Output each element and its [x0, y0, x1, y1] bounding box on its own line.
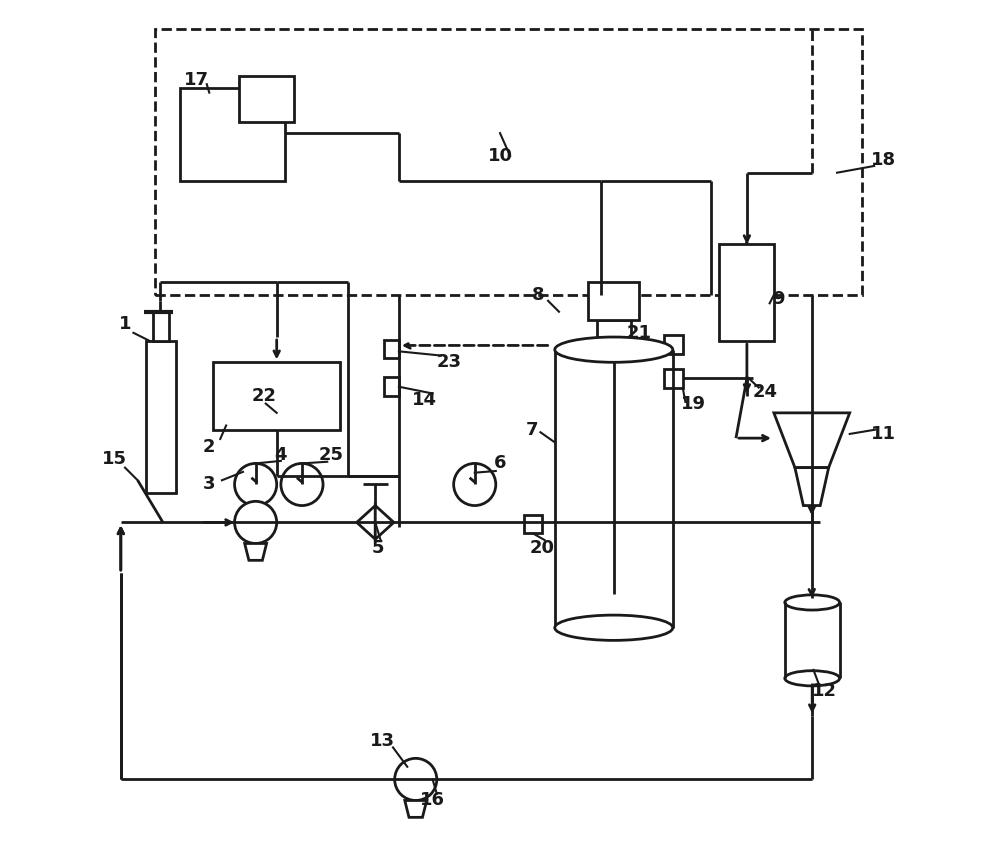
- Bar: [146, 341, 176, 493]
- Bar: [719, 244, 774, 341]
- Ellipse shape: [785, 595, 840, 610]
- Text: 1: 1: [119, 316, 131, 334]
- Text: 16: 16: [420, 791, 445, 809]
- Bar: [384, 340, 399, 358]
- Text: 22: 22: [252, 387, 277, 405]
- Bar: [597, 320, 631, 341]
- Text: 24: 24: [753, 383, 778, 401]
- Text: 18: 18: [871, 151, 896, 169]
- Text: 3: 3: [203, 476, 216, 494]
- Bar: [153, 311, 169, 341]
- Polygon shape: [405, 801, 427, 817]
- Bar: [524, 515, 542, 534]
- Text: 4: 4: [275, 446, 287, 464]
- Text: 19: 19: [681, 396, 706, 414]
- Circle shape: [395, 758, 437, 801]
- Text: 5: 5: [372, 539, 384, 557]
- Bar: [213, 363, 340, 430]
- Circle shape: [235, 501, 277, 544]
- Polygon shape: [774, 413, 850, 468]
- Polygon shape: [245, 544, 267, 560]
- Text: 11: 11: [871, 425, 896, 443]
- Text: 7: 7: [526, 420, 538, 439]
- Text: 15: 15: [102, 450, 127, 468]
- Text: 14: 14: [412, 391, 437, 409]
- Bar: [664, 369, 683, 387]
- Polygon shape: [795, 468, 829, 505]
- Bar: [180, 89, 285, 181]
- Text: 9: 9: [772, 290, 784, 308]
- Polygon shape: [375, 505, 394, 540]
- Ellipse shape: [555, 615, 673, 641]
- Bar: [588, 283, 639, 320]
- Bar: [384, 378, 399, 396]
- Text: 13: 13: [370, 733, 395, 751]
- Ellipse shape: [785, 671, 840, 686]
- Polygon shape: [357, 505, 375, 540]
- Text: 21: 21: [627, 324, 652, 342]
- Bar: [155, 30, 862, 295]
- Text: 17: 17: [184, 71, 209, 89]
- Bar: [239, 76, 294, 123]
- Circle shape: [454, 464, 496, 505]
- Text: 6: 6: [494, 454, 506, 472]
- Text: 10: 10: [488, 147, 512, 165]
- Ellipse shape: [555, 337, 673, 363]
- Bar: [664, 335, 683, 354]
- Text: 25: 25: [319, 446, 344, 464]
- Text: 20: 20: [530, 539, 555, 557]
- Text: 8: 8: [532, 286, 544, 304]
- Text: 2: 2: [203, 437, 216, 455]
- Text: 12: 12: [812, 682, 837, 700]
- Circle shape: [281, 464, 323, 505]
- Text: 23: 23: [437, 353, 462, 371]
- Circle shape: [235, 464, 277, 505]
